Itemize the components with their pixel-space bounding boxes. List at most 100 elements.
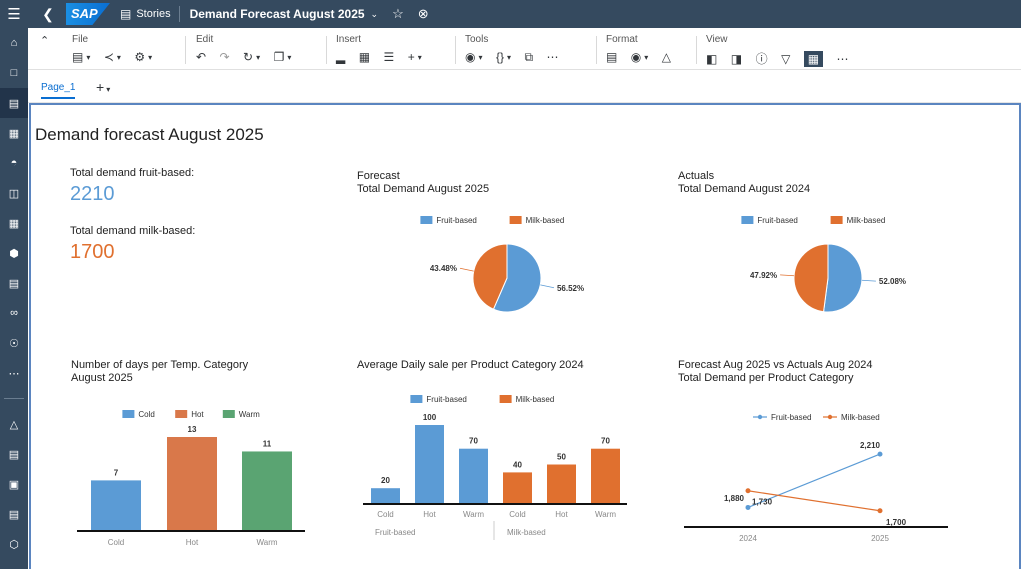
forecast-title-line-1: Forecast [357, 170, 400, 182]
translation-icon[interactable]: ▣ [8, 478, 20, 491]
info-icon[interactable]: ⓘ [755, 52, 768, 66]
designer-icon[interactable]: ▦ [803, 51, 824, 67]
binoculars-icon[interactable]: ∞ [10, 307, 18, 319]
kpi-fruit-value: 2210 [70, 183, 115, 205]
days-title-line-2: August 2025 [71, 372, 133, 384]
data-point [745, 504, 751, 510]
close-circle-icon[interactable]: ⊗ [417, 6, 429, 21]
undo-icon[interactable]: ↶ [196, 50, 207, 64]
days-bar-chart: Cold Hot Warm 7 Cold 13 Hot 11 Warm [77, 410, 305, 547]
series-line [747, 490, 881, 512]
view-more-icon[interactable]: ⋯ [836, 52, 849, 66]
x-tick-label: Hot [555, 510, 568, 519]
layout-icon[interactable]: ▤ [606, 50, 618, 64]
menu-icon[interactable]: ☰ [7, 6, 21, 23]
chart-icon[interactable]: ▂ [336, 50, 346, 64]
book-icon[interactable]: ▤ [8, 448, 20, 461]
days-title-line-1: Number of days per Temp. Category [71, 359, 249, 371]
divider [455, 36, 456, 64]
pie-leader-line [861, 279, 876, 282]
more-icon[interactable]: ⋯ [8, 367, 20, 380]
save-icon[interactable]: ▤ ▾ [72, 50, 91, 64]
back-icon[interactable]: ❮ [42, 5, 54, 22]
collapse-toolbar-icon[interactable]: ⌃ [40, 35, 50, 47]
digital-boardroom-icon[interactable]: ◓ [10, 157, 18, 169]
stories-link[interactable]: ▤ Stories [120, 7, 171, 21]
actuals-pie-chart: Fruit-based Milk-based 52.08% 47.92% [741, 216, 906, 313]
add-page-button[interactable]: + ▾ [96, 79, 111, 95]
star-icon[interactable]: ☆ [392, 6, 404, 21]
forecast-title-line-2: Total Demand August 2025 [357, 183, 490, 195]
legend-label: Warm [239, 410, 260, 419]
table-icon[interactable]: ▦ [358, 50, 371, 64]
bar [547, 464, 576, 504]
pie-data-label: 56.52% [557, 284, 584, 293]
nav-divider [4, 398, 24, 399]
dataset-icon[interactable]: ◫ [8, 187, 20, 200]
bar-data-label: 100 [423, 413, 437, 422]
tab-page-1[interactable]: Page_1 [41, 82, 76, 99]
cube-icon[interactable]: ⬢ [9, 247, 19, 260]
data-analyzer-icon[interactable]: ▤ [8, 277, 20, 290]
formula-icon[interactable]: {} ▾ [495, 50, 511, 64]
story-title[interactable]: Demand Forecast August 2025 [189, 7, 365, 21]
x-tick-label: 2024 [739, 534, 757, 543]
x-tick-label: Cold [108, 538, 124, 547]
bar-data-label: 70 [601, 437, 610, 446]
x-tick-label: Warm [463, 510, 484, 519]
input-control-icon[interactable]: ☰ [383, 50, 395, 64]
bar-data-label: 70 [469, 437, 478, 446]
legend-label: Milk-based [847, 216, 886, 225]
bar [503, 472, 532, 504]
pie-leader-line [459, 267, 474, 272]
pie-leader-line [540, 284, 555, 289]
compass-icon[interactable]: ☉ [9, 337, 19, 350]
story-toolbar: ⌃ File ▤ ▾ ≺ ▾ ⚙ ▾ Edit ↶ ↷ ↻ ▾ ❐ ▾ Insert ▂ … [28, 28, 1021, 70]
tools-group: Tools ◉ ▾ {} ▾ ⧉ ⋯ [465, 34, 567, 68]
x-tick-label: Warm [595, 510, 616, 519]
avg-chart-title: Average Daily sale per Product Category … [357, 359, 584, 372]
page-tabs: Page_1 + ▾ [28, 70, 1021, 103]
x-tick-label: Warm [256, 538, 277, 547]
filter-icon[interactable]: ▽ [781, 52, 791, 66]
share-icon[interactable]: ≺ ▾ [103, 50, 121, 64]
page-title: Demand forecast August 2025 [35, 125, 264, 144]
legend-swatch [420, 216, 433, 224]
group-label: Milk-based [507, 528, 546, 537]
home-icon[interactable]: ⌂ [10, 37, 18, 49]
left-panel-icon[interactable]: ◧ [706, 52, 718, 66]
chevron-down-icon[interactable]: ⌄ [370, 8, 379, 19]
divider [596, 36, 597, 64]
settings-icon[interactable]: ⚙ ▾ [134, 50, 153, 64]
legend-label: Fruit-based [426, 395, 466, 404]
kpi-milk-value: 1700 [70, 241, 115, 263]
divider [696, 36, 697, 64]
network-icon[interactable]: △ [9, 418, 19, 431]
copy-icon[interactable]: ❐ ▾ [273, 50, 292, 64]
modeler-icon[interactable]: ▦ [8, 217, 20, 230]
legend-marker [757, 414, 763, 420]
palette-icon[interactable]: ◉ ▾ [630, 50, 649, 64]
shell-bar: ☰ ❮ SAP ▤ Stories Demand Forecast August… [0, 0, 1021, 28]
paint-bucket-icon[interactable]: △ [661, 50, 671, 64]
legend-label: Fruit-based [771, 413, 811, 422]
compare-line-chart: Fruit-based Milk-based 1,730 2,210 1,880 1,70… [684, 413, 948, 543]
legend-label: Hot [191, 410, 204, 419]
format-label: Format [606, 34, 638, 45]
redo-icon[interactable]: ↷ [219, 50, 230, 64]
add-icon[interactable]: + ▾ [407, 50, 422, 64]
divider [178, 6, 180, 22]
smart-insights-icon[interactable]: ◉ ▾ [465, 50, 483, 64]
right-panel-icon[interactable]: ◨ [730, 52, 743, 66]
lock-icon[interactable]: ▤ [8, 508, 20, 521]
stories-nav-icon[interactable]: ▤ [0, 88, 28, 118]
deployment-icon[interactable]: ⬡ [9, 538, 19, 551]
link-icon[interactable]: ⧉ [524, 50, 534, 64]
legend-label: Milk-based [516, 395, 555, 404]
divider [185, 36, 186, 64]
files-icon[interactable]: □ [10, 67, 18, 79]
analytic-app-icon[interactable]: ▦ [8, 127, 20, 140]
kpi-milk-label: Total demand milk-based: [70, 225, 196, 237]
refresh-icon[interactable]: ↻ ▾ [243, 50, 261, 64]
tools-more-icon[interactable]: ⋯ [546, 50, 559, 64]
